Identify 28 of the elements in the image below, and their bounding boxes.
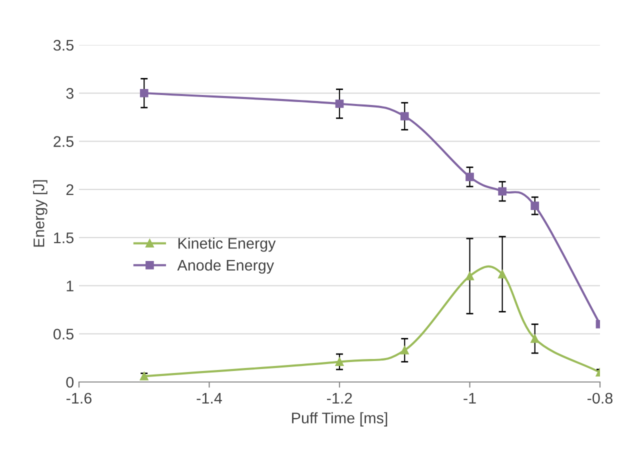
point bbox=[335, 100, 344, 108]
point bbox=[466, 172, 474, 182]
x-axis-title: Puff Time [ms] bbox=[292, 412, 388, 426]
legend-label: Kinetic Energy bbox=[178, 238, 276, 252]
y-tick-label: 0.5 bbox=[54, 328, 74, 340]
y-tick-label: 1.5 bbox=[54, 232, 74, 244]
point bbox=[335, 358, 344, 366]
y-tick-label: 0 bbox=[66, 376, 74, 388]
y-tick-label: 2.5 bbox=[54, 136, 74, 147]
y-tick-label: 3.5 bbox=[53, 40, 74, 51]
legend-label: Anode Energy bbox=[177, 259, 274, 274]
y-tick-label: 2 bbox=[66, 184, 74, 195]
x-tick-label: -1.4 bbox=[196, 392, 222, 404]
x-tick-label: -1.6 bbox=[66, 392, 92, 404]
point bbox=[530, 334, 540, 343]
point bbox=[400, 346, 409, 354]
point bbox=[498, 187, 506, 196]
y-tick-label: 1 bbox=[66, 280, 74, 292]
point bbox=[400, 112, 409, 120]
point bbox=[466, 272, 474, 280]
y-tick-label: 3 bbox=[66, 88, 74, 99]
point bbox=[498, 270, 506, 278]
point bbox=[530, 202, 540, 210]
y-axis-title: Energy [J] bbox=[33, 180, 48, 247]
point bbox=[140, 88, 148, 98]
x-tick-label: -0.8 bbox=[588, 392, 612, 404]
x-tick-label: -1.2 bbox=[327, 392, 352, 404]
x-tick-label: -1 bbox=[464, 392, 476, 404]
